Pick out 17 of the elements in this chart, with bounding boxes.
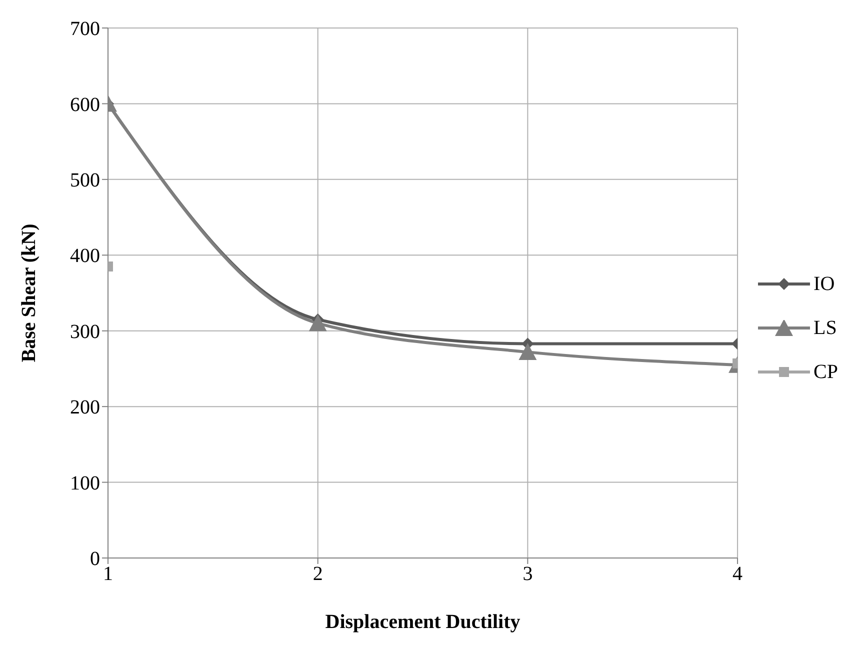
- y-tick-label: 100: [70, 472, 100, 494]
- y-tick-label: 200: [70, 396, 100, 419]
- y-axis-title: Base Shear (kN): [18, 224, 40, 362]
- y-tick-label: 500: [70, 170, 100, 192]
- x-tick-label: 4: [732, 563, 743, 586]
- y-tick-label: 400: [70, 245, 100, 268]
- x-tick-label: 3: [522, 563, 533, 586]
- x-axis-title: Displacement Ductility: [325, 611, 520, 633]
- x-tick-label: 2: [312, 563, 323, 586]
- legend-label: IO: [814, 272, 835, 296]
- y-tick-label: 300: [70, 320, 100, 343]
- legend-label: CP: [814, 360, 838, 384]
- y-tick-label: 700: [70, 18, 100, 40]
- legend-label: LS: [814, 316, 837, 340]
- y-tick-label: 600: [70, 94, 100, 116]
- y-tick-label: 0: [90, 548, 100, 570]
- x-tick-label: 1: [103, 563, 113, 586]
